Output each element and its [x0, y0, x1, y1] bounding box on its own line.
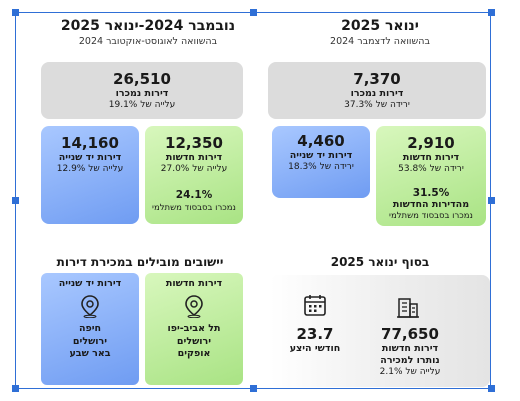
january-total-card: 7,370 דירות נמכרו ירידה של 37.3% [268, 62, 486, 119]
quarter-total-value: 26,510 [113, 70, 171, 88]
january-used-label: דירות יד שנייה [289, 150, 353, 161]
quarter-used-change: עלייה של 12.9% [56, 164, 124, 174]
resize-handle-bottom[interactable] [250, 385, 257, 392]
january-new-value: 2,910 [407, 134, 455, 152]
leading-used-place-3: באר שבע [69, 348, 111, 359]
quarter-new-pct-note: נמכרו בסבסוד משתלמי [152, 203, 236, 213]
january-total-value: 7,370 [353, 70, 401, 88]
building-icon [397, 298, 419, 318]
january-used-change: ירידה של 18.3% [288, 162, 354, 172]
quarter-new-pct: 24.1% [175, 189, 213, 201]
quarter-used-label: דירות יד שנייה [58, 152, 122, 163]
supply-months-label: חודשי היצע [289, 343, 341, 354]
supply-months-value: 23.7 [296, 325, 334, 343]
resize-handle-top-right[interactable] [488, 9, 495, 16]
leading-new-place-3: אופקים [177, 348, 211, 359]
january-new-pct-label: מהדירות החדשות [392, 199, 470, 210]
unsold-value: 77,650 [381, 325, 439, 343]
unsold-label-2: נותרו למכירה [380, 355, 440, 366]
leading-used-card: דירות יד שנייה חיפה ירושלים באר שבע [41, 273, 139, 385]
unsold-change: עלייה של 2.1% [379, 367, 441, 377]
january-used-card: 4,460 דירות יד שנייה ירידה של 18.3% [272, 126, 370, 198]
leading-new-card: דירות חדשות תל אביב-יפו ירושלים אופקים [145, 273, 243, 385]
quarter-new-label: דירות חדשות [165, 152, 223, 163]
unsold-block: 77,650 דירות חדשות נותרו למכירה עלייה של… [360, 325, 460, 378]
resize-handle-bottom-right[interactable] [488, 385, 495, 392]
resize-handle-left[interactable] [12, 197, 19, 204]
quarter-subtitle: בהשוואה לאוגוסט-אוקטובר 2024 [78, 36, 218, 47]
resize-handle-right[interactable] [488, 197, 495, 204]
leading-used-place-1: חיפה [78, 323, 102, 334]
leading-used-place-2: ירושלים [72, 335, 108, 347]
leading-new-place-2: ירושלים [176, 335, 212, 347]
january-used-value: 4,460 [297, 132, 345, 150]
resize-handle-top[interactable] [250, 9, 257, 16]
location-pin-icon [81, 295, 99, 318]
leading-new-label: דירות חדשות [165, 278, 223, 289]
january-total-change: ירידה של 37.3% [344, 100, 410, 110]
end-january-title: בסוף ינואר 2025 [330, 255, 430, 269]
quarter-header: נובמבר 2024-ינואר 2025 בהשוואה לאוגוסט-א… [38, 18, 258, 48]
leading-new-places: תל אביב-יפו ירושלים אופקים [145, 323, 243, 361]
january-title: ינואר 2025 [341, 18, 419, 34]
quarter-new-change: עלייה של 27.0% [160, 164, 228, 174]
january-subtitle: בהשוואה לדצמבר 2024 [330, 36, 430, 47]
january-new-label: דירות חדשות [402, 152, 460, 163]
january-new-card: 2,910 דירות חדשות ירידה של 53.8% 31.5% מ… [376, 126, 486, 226]
january-new-change: ירידה של 53.8% [398, 164, 464, 174]
quarter-total-card: 26,510 דירות נמכרו עלייה של 19.1% [41, 62, 243, 119]
quarter-title: נובמבר 2024-ינואר 2025 [60, 18, 236, 34]
leading-used-places: חיפה ירושלים באר שבע [41, 323, 139, 361]
quarter-used-card: 14,160 דירות יד שנייה עלייה של 12.9% [41, 126, 139, 224]
quarter-total-change: עלייה של 19.1% [108, 100, 176, 110]
quarter-new-value: 12,350 [165, 134, 223, 152]
unsold-label-1: דירות חדשות [381, 343, 439, 354]
leading-localities-title: יישובים מובילים במכירת דירות [56, 255, 224, 269]
quarter-new-card: 12,350 דירות חדשות עלייה של 27.0% 24.1% … [145, 126, 243, 224]
quarter-used-value: 14,160 [61, 134, 119, 152]
january-new-pct: 31.5% [412, 187, 450, 199]
end-january-card [270, 275, 490, 387]
january-total-label: דירות נמכרו [350, 88, 404, 99]
resize-handle-top-left[interactable] [12, 9, 19, 16]
leading-new-place-1: תל אביב-יפו [167, 323, 221, 334]
supply-months-block: 23.7 חודשי היצע [270, 325, 360, 355]
january-header: ינואר 2025 בהשוואה לדצמבר 2024 [270, 18, 490, 48]
resize-handle-bottom-left[interactable] [12, 385, 19, 392]
january-new-pct-note: נמכרו בסבסוד משתלמי [389, 211, 473, 221]
leading-used-label: דירות יד שנייה [58, 278, 122, 289]
quarter-total-label: דירות נמכרו [115, 88, 169, 99]
location-pin-icon [185, 295, 203, 318]
calendar-icon [304, 295, 326, 316]
